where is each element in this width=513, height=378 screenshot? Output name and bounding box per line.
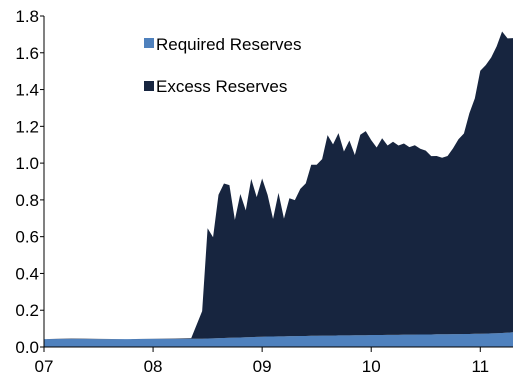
x-axis-ticks: 07 08 09 10 11	[35, 347, 489, 376]
y-axis-ticks: 0.0 0.2 0.4 0.6 0.8 1.0 1.2 1.4 1.6 1.8	[15, 7, 44, 357]
y-tick-label: 1.4	[15, 81, 39, 100]
x-tick-label: 11	[471, 357, 489, 376]
plot-area	[44, 31, 513, 347]
y-tick-label: 0.0	[15, 338, 39, 357]
legend-item-required-reserves: Required Reserves	[144, 35, 302, 54]
legend-label-required-reserves: Required Reserves	[156, 35, 302, 54]
x-tick-label: 09	[253, 357, 272, 376]
y-tick-label: 0.8	[15, 191, 39, 210]
area-required-reserves	[44, 332, 513, 347]
area-excess-reserves	[44, 31, 513, 340]
x-tick-label: 10	[362, 357, 381, 376]
axes	[43, 16, 513, 348]
y-tick-label: 1.6	[15, 44, 39, 63]
x-tick-label: 07	[35, 357, 54, 376]
y-tick-label: 0.2	[15, 301, 39, 320]
x-tick-label: 08	[144, 357, 163, 376]
y-tick-label: 0.6	[15, 228, 39, 247]
legend-item-excess-reserves: Excess Reserves	[144, 77, 287, 96]
legend-label-excess-reserves: Excess Reserves	[156, 77, 287, 96]
y-tick-label: 1.0	[15, 154, 39, 173]
legend-swatch-excess-reserves	[144, 81, 154, 91]
y-tick-label: 0.4	[15, 264, 39, 283]
legend-swatch-required-reserves	[144, 38, 154, 48]
y-tick-label: 1.8	[15, 7, 39, 26]
y-tick-label: 1.2	[15, 117, 39, 136]
legend: Required Reserves Excess Reserves	[144, 35, 302, 96]
